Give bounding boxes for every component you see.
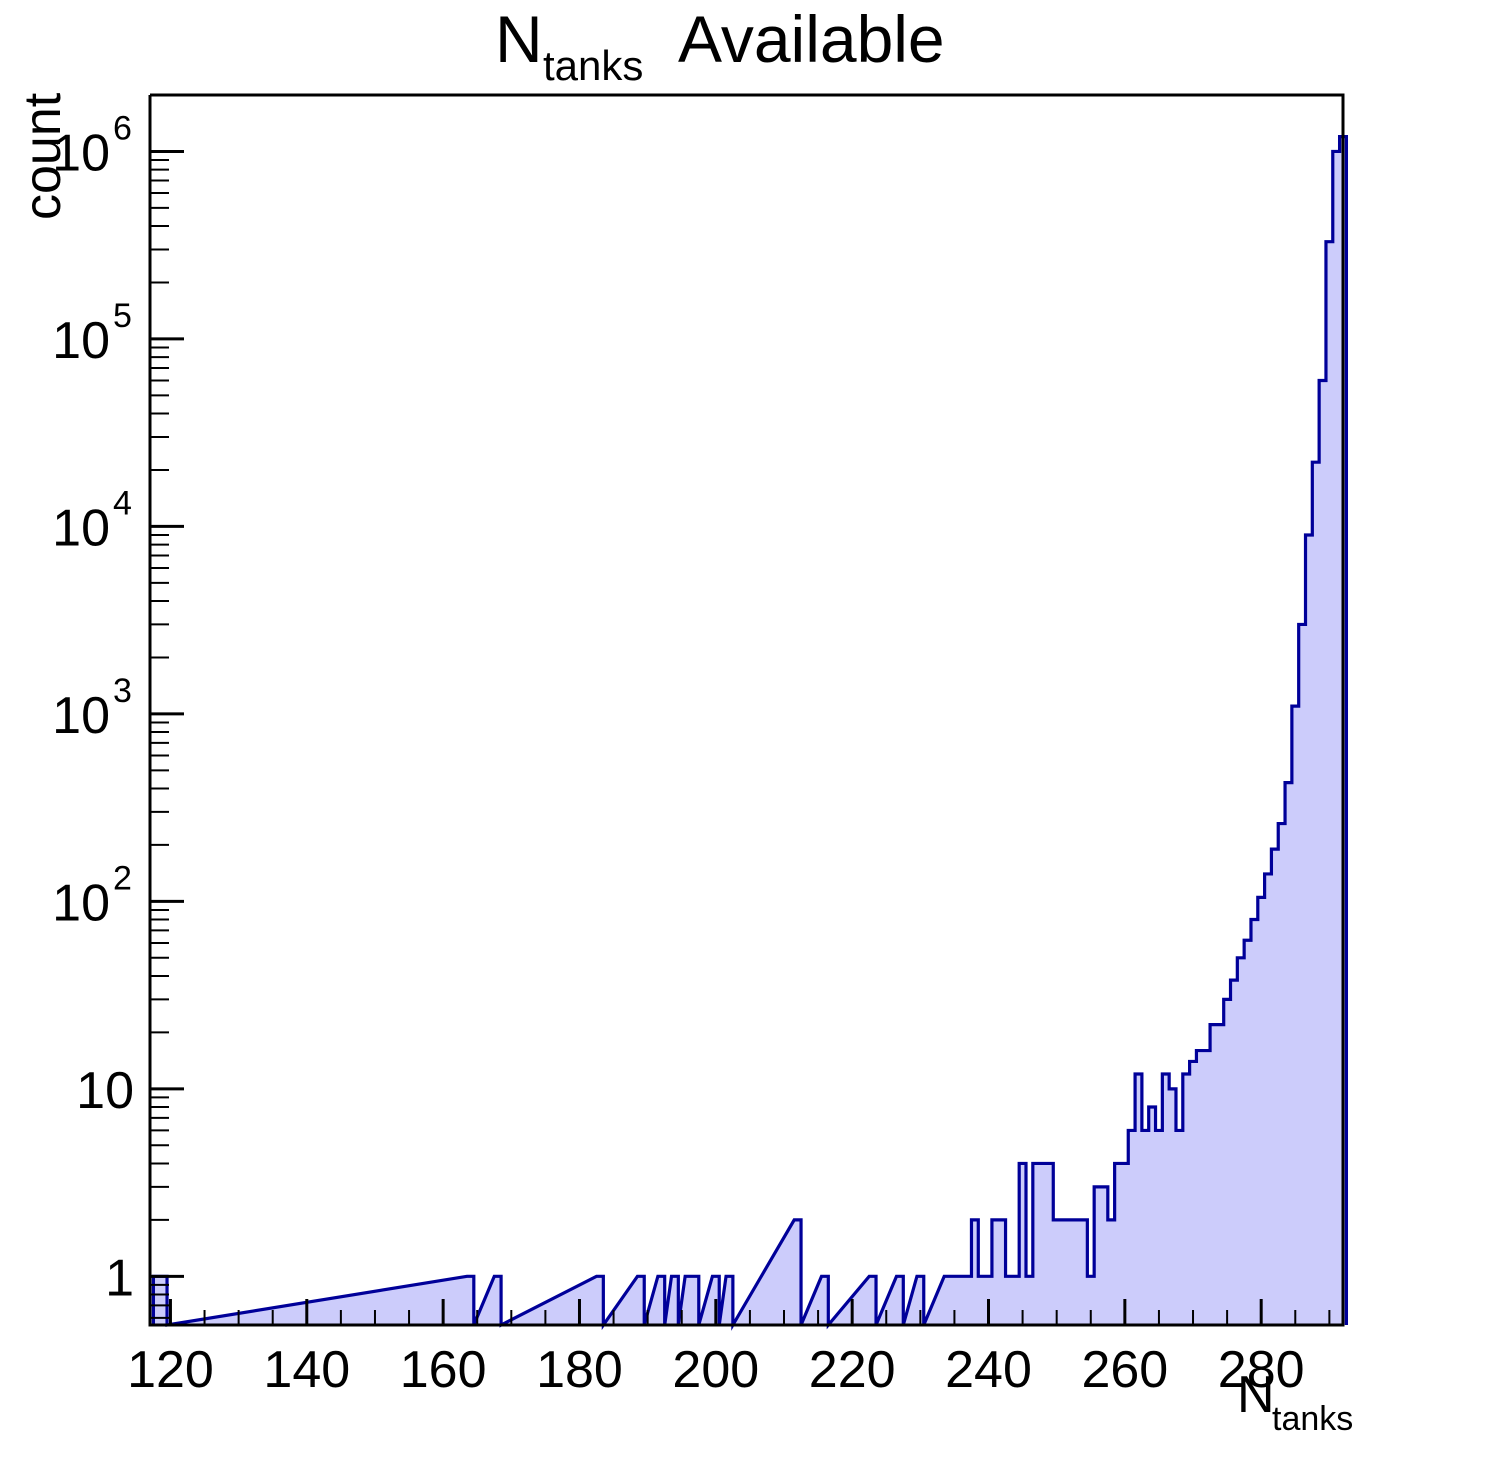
y-tick-label-exponent: 5 <box>113 297 132 335</box>
plot-title: N tanks Available <box>495 2 945 89</box>
y-tick-label: 10 <box>52 874 110 932</box>
y-tick-label-exponent: 4 <box>113 484 132 522</box>
y-tick-label: 10 <box>76 1062 134 1120</box>
y-tick-label: 10 <box>52 124 110 182</box>
x-tick-label: 160 <box>400 1341 487 1399</box>
y-tick-label-exponent: 6 <box>113 109 132 147</box>
y-tick-label: 10 <box>52 499 110 557</box>
x-tick-label: 180 <box>536 1341 623 1399</box>
x-tick-label: 280 <box>1218 1341 1305 1399</box>
y-tick-label: 10 <box>52 687 110 745</box>
y-axis-title: count <box>14 92 72 220</box>
histogram-fill <box>153 136 1347 1326</box>
plot-title-rest: Available <box>678 2 945 76</box>
y-tick-label: 1 <box>105 1249 134 1307</box>
y-tick-label-exponent: 2 <box>113 859 132 897</box>
x-tick-label: 260 <box>1081 1341 1168 1399</box>
plot-frame <box>148 93 1345 1327</box>
plot-title-main: N <box>495 2 543 76</box>
frame-rect <box>148 93 1345 1327</box>
x-axis-title-main: N <box>1237 1366 1275 1424</box>
y-axis-title-text: count <box>14 92 72 220</box>
histogram-outline <box>151 134 1349 1331</box>
axis-ticks <box>150 94 1331 1325</box>
x-tick-label: 140 <box>263 1341 350 1399</box>
y-tick-label: 10 <box>52 312 110 370</box>
x-tick-label: 220 <box>809 1341 896 1399</box>
x-axis-title-subscript: tanks <box>1272 1400 1353 1438</box>
x-tick-label: 120 <box>127 1341 214 1399</box>
x-axis-title: N tanks <box>1237 1366 1353 1438</box>
plot-title-subscript: tanks <box>543 42 643 89</box>
y-tick-label-exponent: 3 <box>113 672 132 710</box>
x-tick-label: 200 <box>672 1341 759 1399</box>
histogram-series <box>151 134 1349 1331</box>
x-tick-label: 240 <box>945 1341 1032 1399</box>
